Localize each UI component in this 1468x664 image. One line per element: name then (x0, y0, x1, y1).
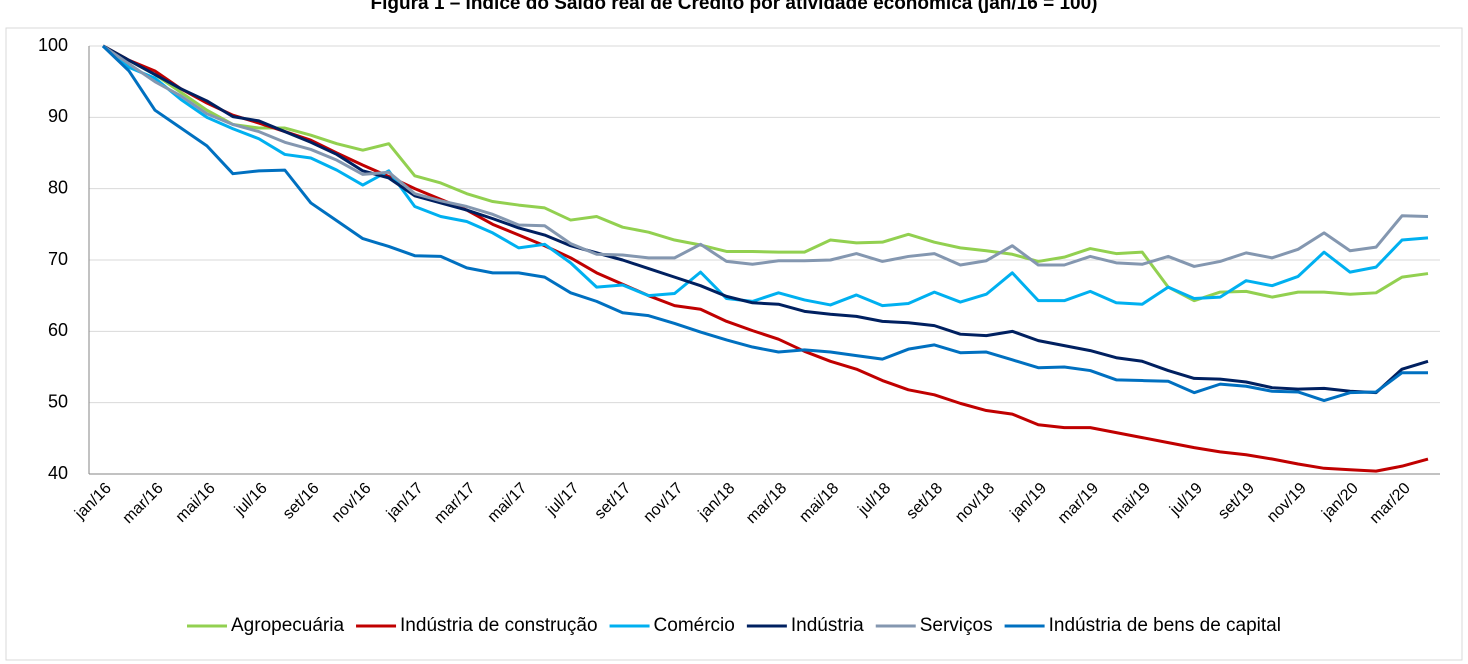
series-line (102, 44, 1429, 473)
legend-label: Indústria de bens de capital (1049, 615, 1281, 636)
series-line (102, 44, 1429, 308)
y-tick-label: 90 (48, 106, 68, 126)
chart-border (5, 27, 1463, 661)
series-line (101, 44, 1428, 403)
y-tick-label: 70 (48, 249, 68, 269)
y-tick-label: 80 (48, 177, 68, 197)
legend-label: Indústria de construção (400, 615, 598, 636)
y-tick-label: 60 (48, 320, 68, 340)
series-line (102, 44, 1429, 395)
y-tick-label: 50 (48, 391, 68, 411)
legend-label: Agropecuária (231, 615, 344, 636)
legend-label: Comércio (654, 615, 735, 636)
legend-label: Serviços (920, 615, 993, 636)
chart-title: Figura 1 – Índice do Saldo real de Crédi… (371, 0, 1098, 14)
legend-label: Indústria (791, 615, 864, 636)
y-tick-label: 100 (38, 35, 68, 55)
series-line (102, 44, 1429, 268)
y-tick-label: 40 (48, 463, 68, 483)
